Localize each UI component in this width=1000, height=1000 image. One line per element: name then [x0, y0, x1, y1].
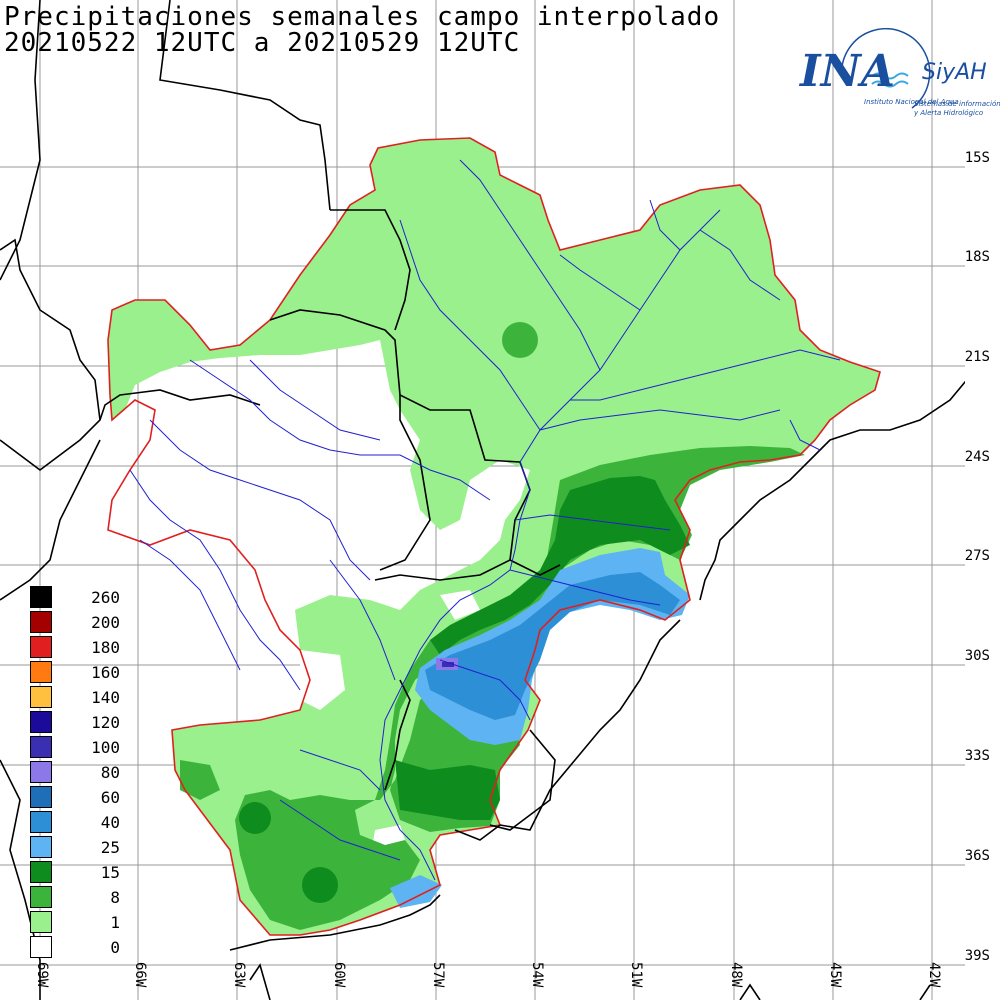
legend-label: 200	[91, 613, 120, 632]
basin-outline	[107, 137, 881, 936]
logo-subtitle-1: Sistemas de información	[914, 100, 1000, 108]
legend-label: 120	[91, 713, 120, 732]
legend-swatch	[30, 686, 52, 708]
lon-label: 63W	[231, 962, 247, 988]
rivers	[129, 159, 841, 881]
legend-swatch	[30, 586, 52, 608]
lat-label: 39S	[962, 948, 992, 964]
lon-label: 42W	[926, 962, 942, 988]
logo-subtitle-2: y Alerta Hidrológico	[914, 109, 984, 117]
legend-swatch	[30, 886, 52, 908]
legend-label: 60	[100, 788, 120, 807]
legend-label: 0	[110, 938, 120, 957]
legend-row: 140	[30, 686, 130, 710]
legend-row: 200	[30, 611, 130, 635]
legend-label: 80	[100, 763, 120, 782]
logo-institute-text: Instituto Nacional del Agua	[864, 98, 959, 106]
legend-label: 40	[100, 813, 120, 832]
legend-row: 100	[30, 736, 130, 760]
legend-swatch	[30, 836, 52, 858]
lat-label: 15S	[962, 150, 992, 166]
lon-label: 69W	[34, 962, 50, 988]
legend-label: 260	[91, 588, 120, 607]
legend-row: 80	[30, 761, 130, 785]
legend-row: 15	[30, 861, 130, 885]
legend-label: 25	[100, 838, 120, 857]
lat-label: 27S	[962, 548, 992, 564]
legend-label: 160	[91, 663, 120, 682]
lon-label: 57W	[430, 962, 446, 988]
ina-siyah-logo: INA SiyAH Instituto Nacional del Agua Si…	[792, 28, 1000, 134]
lat-label: 30S	[962, 648, 992, 664]
lat-label: 36S	[962, 848, 992, 864]
legend-swatch	[30, 936, 52, 958]
legend-row: 8	[30, 886, 130, 910]
legend-swatch	[30, 861, 52, 883]
lon-label: 48W	[728, 962, 744, 988]
lon-label: 45W	[827, 962, 843, 988]
lon-label: 51W	[628, 962, 644, 988]
legend-row: 120	[30, 711, 130, 735]
legend-swatch	[30, 661, 52, 683]
legend-label: 15	[100, 863, 120, 882]
legend-swatch	[30, 786, 52, 808]
legend-row: 160	[30, 661, 130, 685]
legend-label: 8	[110, 888, 120, 907]
legend-label: 100	[91, 738, 120, 757]
legend-swatch	[30, 736, 52, 758]
map-title: Precipitaciones semanales campo interpol…	[4, 2, 721, 32]
lat-label: 21S	[962, 349, 992, 365]
legend-row: 40	[30, 811, 130, 835]
legend-swatch	[30, 611, 52, 633]
legend-swatch	[30, 636, 52, 658]
legend-swatch	[30, 811, 52, 833]
legend-swatch	[30, 711, 52, 733]
label-gutter	[965, 0, 1000, 1000]
legend-row: 0	[30, 936, 130, 960]
precip-field	[108, 138, 880, 935]
lat-label: 33S	[962, 748, 992, 764]
legend-label: 180	[91, 638, 120, 657]
lon-label: 60W	[331, 962, 347, 988]
legend-row: 260	[30, 586, 130, 610]
lon-label: 54W	[529, 962, 545, 988]
legend-label: 1	[110, 913, 120, 932]
lat-label: 24S	[962, 449, 992, 465]
map-period: 20210522 12UTC a 20210529 12UTC	[4, 28, 521, 58]
legend-row: 60	[30, 786, 130, 810]
logo-siyah-text: SiyAH	[922, 60, 987, 85]
legend-row: 25	[30, 836, 130, 860]
legend-swatch	[30, 911, 52, 933]
logo-ina-text: INA	[800, 46, 895, 97]
legend-row: 1	[30, 911, 130, 935]
legend-swatch	[30, 761, 52, 783]
lon-label: 66W	[132, 962, 148, 988]
legend-label: 140	[91, 688, 120, 707]
lat-label: 18S	[962, 249, 992, 265]
legend-row: 180	[30, 636, 130, 660]
